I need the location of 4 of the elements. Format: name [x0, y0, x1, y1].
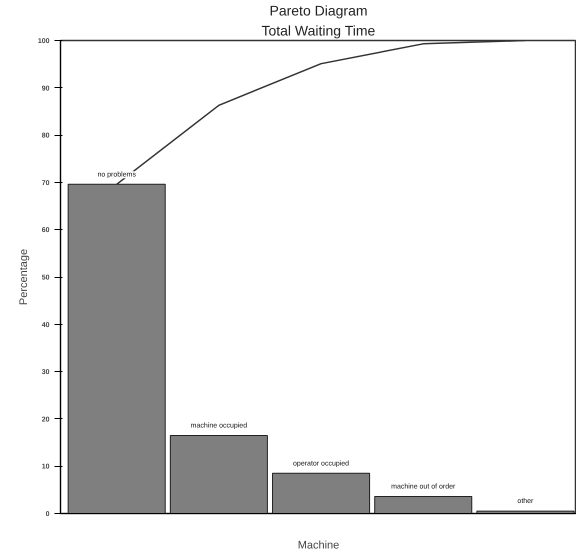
- y-axis-title: Percentage: [18, 248, 30, 306]
- chart-subtitle: Total Waiting Time: [261, 22, 376, 38]
- chart-title: Pareto Diagram: [269, 2, 368, 18]
- x-axis-title: Machine: [298, 540, 340, 552]
